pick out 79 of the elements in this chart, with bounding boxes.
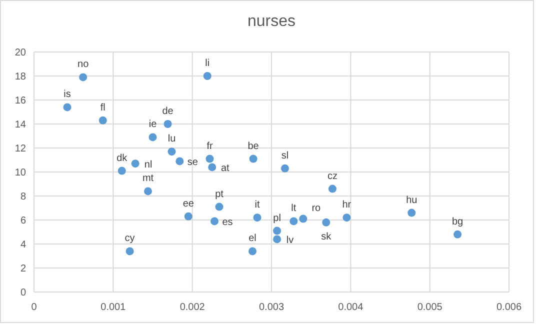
point — [206, 154, 214, 163]
annotation: el — [248, 233, 256, 244]
y-tick-label: 4 — [20, 240, 26, 250]
point — [249, 154, 258, 163]
annotation: nl — [144, 160, 152, 171]
y-tick-label: 8 — [20, 192, 26, 202]
point — [164, 120, 172, 128]
annotation: pl — [273, 212, 281, 224]
chart-title: nurses — [247, 13, 296, 30]
annotation: lv — [286, 235, 294, 246]
point — [273, 235, 282, 244]
x-tick-label: 0.003 — [258, 302, 284, 313]
annotation: lt — [291, 203, 296, 214]
annotation: it — [254, 200, 260, 211]
x-tick-label: 0.002 — [180, 302, 206, 313]
point — [280, 164, 289, 172]
annotation: ie — [148, 119, 158, 130]
point — [118, 166, 126, 175]
point — [126, 247, 134, 256]
point — [208, 163, 216, 172]
annotation: hr — [342, 200, 352, 211]
x-tick-label: 0 — [31, 302, 38, 313]
x-tick-label: 0.006 — [496, 302, 522, 313]
point — [98, 116, 107, 124]
y-tick-label: 0 — [20, 288, 26, 298]
point — [328, 184, 336, 193]
point — [342, 214, 351, 222]
annotation: mt — [142, 173, 154, 184]
annotation: at — [220, 163, 230, 174]
annotation: li — [205, 58, 210, 69]
y-tick-label: 14 — [14, 120, 26, 130]
annotation: is — [64, 89, 71, 100]
y-tick-label: 12 — [14, 144, 26, 154]
point — [299, 214, 308, 223]
annotation: se — [187, 157, 198, 168]
point — [176, 157, 184, 166]
annotation: be — [248, 140, 260, 152]
y-tick-label: 10 — [14, 168, 26, 178]
annotation: es — [222, 217, 233, 228]
y-tick-label: 2 — [20, 264, 26, 274]
point — [131, 160, 140, 168]
annotation: fl — [100, 102, 106, 114]
annotation: fr — [206, 140, 214, 152]
y-tick-label: 20 — [14, 48, 26, 58]
y-tick-label: 18 — [14, 72, 26, 82]
annotation: sk — [321, 231, 332, 242]
x-tick-label: 0.004 — [338, 302, 364, 313]
annotation: ee — [182, 198, 194, 210]
point — [184, 212, 192, 220]
annotation: pt — [215, 188, 224, 200]
annotation: bg — [452, 216, 464, 228]
point — [408, 208, 416, 217]
point — [79, 73, 88, 82]
point — [203, 72, 212, 80]
point — [148, 133, 157, 142]
point — [273, 226, 282, 235]
annotation: hu — [406, 194, 418, 206]
point — [253, 214, 262, 222]
point — [322, 218, 330, 226]
point — [168, 148, 176, 156]
annotation: de — [162, 106, 174, 117]
point — [248, 247, 256, 256]
annotation: sl — [281, 150, 289, 162]
annotation: no — [78, 59, 90, 70]
annotation: lu — [168, 134, 176, 145]
annotation: cz — [327, 170, 338, 182]
point — [144, 187, 152, 196]
annotation: cy — [124, 233, 135, 244]
point — [290, 217, 298, 226]
y-tick-label: 6 — [20, 216, 26, 226]
y-tick-label: 16 — [14, 96, 26, 106]
point — [210, 217, 218, 226]
point — [63, 103, 72, 112]
point — [215, 202, 224, 211]
point — [454, 230, 462, 238]
annotation: ro — [312, 202, 322, 214]
x-tick-label: 0.001 — [100, 302, 126, 313]
annotation: dk — [116, 152, 128, 164]
x-tick-label: 0.005 — [417, 302, 443, 313]
